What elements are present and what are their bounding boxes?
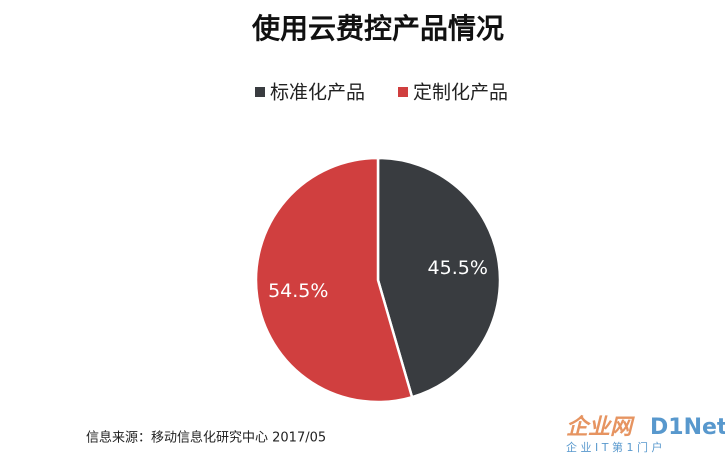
watermark-brand: D1Net — [650, 415, 725, 440]
legend-label: 标准化产品 — [270, 82, 365, 104]
watermark-slogan: 企 业 I T 第 1 门 户 — [566, 440, 662, 454]
pie-slice — [254, 156, 414, 404]
pie-slice — [376, 156, 502, 399]
legend-swatch — [255, 87, 265, 97]
chart-title: 使用云费控产品情况 — [251, 12, 504, 45]
data-label: 54.5% — [268, 280, 328, 302]
source-note: 信息来源：移动信息化研究中心 2017/05 — [86, 430, 326, 446]
legend-label: 定制化产品 — [413, 82, 508, 104]
data-label: 45.5% — [428, 257, 488, 279]
legend-swatch — [398, 87, 408, 97]
watermark-logo: 企业网 — [566, 414, 635, 440]
